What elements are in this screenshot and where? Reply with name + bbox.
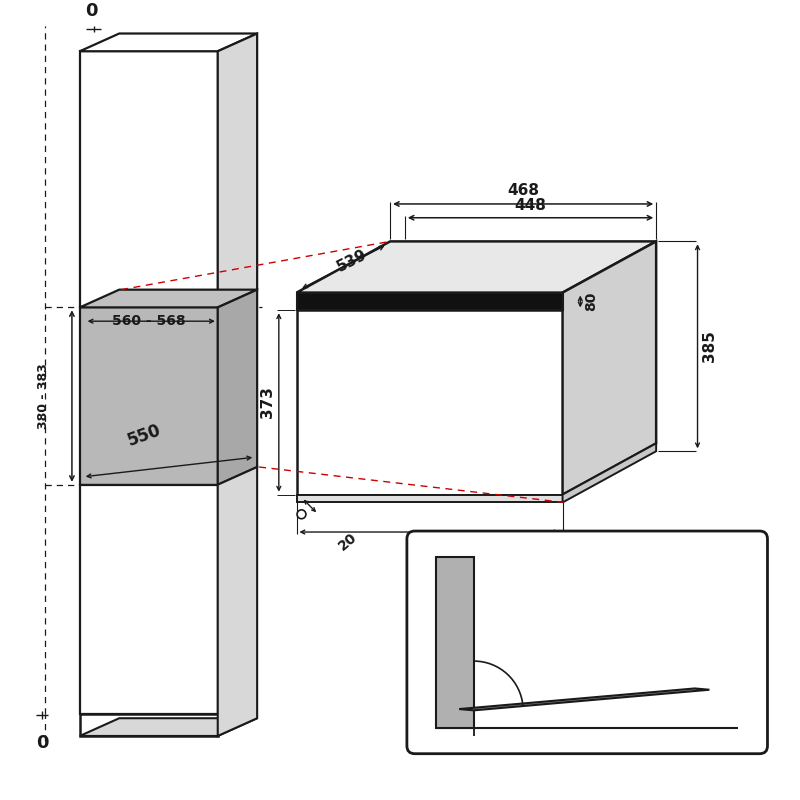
Text: 448: 448 <box>514 198 546 213</box>
Text: 0: 0 <box>86 2 98 20</box>
Text: 85°: 85° <box>525 678 552 693</box>
Polygon shape <box>297 293 562 310</box>
Polygon shape <box>80 34 257 51</box>
Text: 560 - 568: 560 - 568 <box>112 314 186 328</box>
Text: 385: 385 <box>702 330 718 362</box>
Text: 5: 5 <box>729 682 739 696</box>
Polygon shape <box>562 242 656 494</box>
Text: 12: 12 <box>319 294 338 309</box>
Text: 373: 373 <box>260 386 275 418</box>
Text: 20: 20 <box>336 530 360 554</box>
Text: 595: 595 <box>414 538 446 553</box>
Polygon shape <box>297 494 562 502</box>
Text: 468: 468 <box>507 183 539 198</box>
Polygon shape <box>459 689 710 710</box>
Text: 539: 539 <box>334 247 370 275</box>
Polygon shape <box>80 718 257 736</box>
Text: 80: 80 <box>584 292 598 311</box>
Polygon shape <box>562 443 656 502</box>
Polygon shape <box>218 290 257 485</box>
Polygon shape <box>80 714 218 736</box>
Polygon shape <box>80 290 257 307</box>
Text: 0: 0 <box>36 734 49 752</box>
Polygon shape <box>437 557 474 728</box>
Text: 290: 290 <box>561 654 593 669</box>
Circle shape <box>297 510 306 518</box>
Polygon shape <box>80 485 218 714</box>
Text: 550: 550 <box>125 421 163 450</box>
Polygon shape <box>297 310 562 494</box>
Text: 7: 7 <box>661 717 671 731</box>
Polygon shape <box>80 307 218 485</box>
Polygon shape <box>297 242 656 293</box>
Polygon shape <box>218 34 257 307</box>
Polygon shape <box>80 51 218 307</box>
Polygon shape <box>218 467 257 736</box>
Text: 380 - 383: 380 - 383 <box>38 363 50 429</box>
FancyBboxPatch shape <box>407 531 767 754</box>
